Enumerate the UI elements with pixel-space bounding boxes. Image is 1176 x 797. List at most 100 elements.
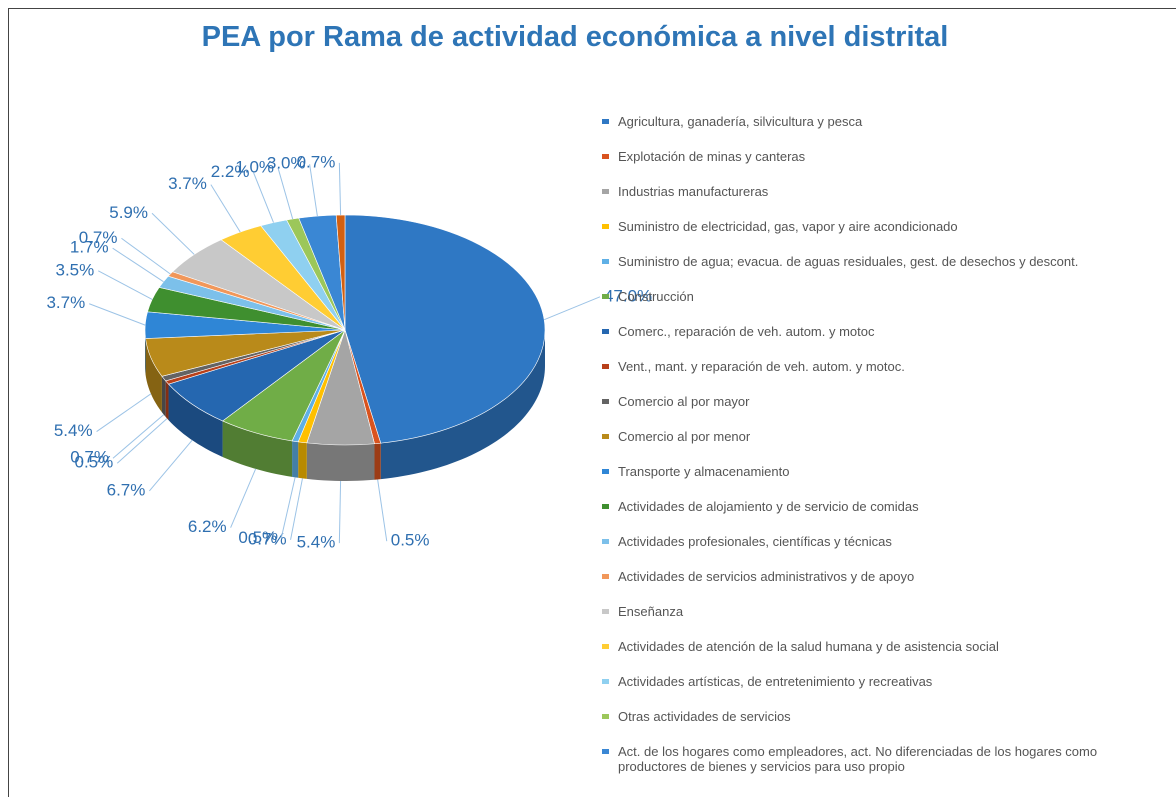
leader-line <box>277 167 294 220</box>
legend-swatch <box>602 679 609 684</box>
leader-line <box>280 477 296 539</box>
chart-title: PEA por Rama de actividad económica a ni… <box>201 21 949 53</box>
leader-line <box>89 303 146 326</box>
legend-label: Vent., mant. y reparación de veh. autom.… <box>618 359 905 374</box>
leader-line <box>230 468 257 528</box>
legend-swatch <box>602 154 609 159</box>
frame <box>8 8 1176 797</box>
leader-line <box>253 172 274 223</box>
leader-line <box>116 418 168 464</box>
data-label: 6.7% <box>107 480 146 499</box>
legend-item: Otras actividades de servicios <box>600 709 1160 744</box>
pie-slice-side <box>145 338 162 413</box>
legend-label: Agricultura, ganadería, silvicultura y p… <box>618 114 863 129</box>
legend-item: Transporte y almacenamiento <box>600 464 1160 499</box>
legend-swatch <box>602 224 609 229</box>
leader-line <box>544 296 601 321</box>
legend-label: Comerc., reparación de veh. autom. y mot… <box>618 324 875 339</box>
legend-label: Actividades de alojamiento y de servicio… <box>618 499 919 514</box>
pie-slice-side <box>292 440 299 478</box>
legend-label: Comercio al por mayor <box>618 394 750 409</box>
pie-slice-side <box>145 330 146 375</box>
pie-slice-side <box>165 380 169 421</box>
data-label: 3.5% <box>55 260 94 279</box>
pie-slice-side <box>161 376 166 417</box>
legend-item: Actividades de atención de la salud huma… <box>600 639 1160 674</box>
legend-item: Actividades de alojamiento y de servicio… <box>600 499 1160 534</box>
leader-line <box>112 247 164 283</box>
data-label: 5.4% <box>297 533 336 552</box>
legend-item: Industrias manufactureras <box>600 184 1160 219</box>
leader-line <box>338 162 342 216</box>
legend: Agricultura, ganadería, silvicultura y p… <box>600 114 1160 779</box>
legend-swatch <box>602 364 609 369</box>
leader-line <box>309 164 318 217</box>
legend-swatch <box>602 434 609 439</box>
legend-item: Actividades artísticas, de entretenimien… <box>600 674 1160 709</box>
legend-label: Comercio al por menor <box>618 429 751 444</box>
legend-label: Actividades de atención de la salud huma… <box>618 639 999 654</box>
pie-slice-side <box>374 443 381 480</box>
data-label: 3.0% <box>267 154 306 173</box>
legend-swatch <box>602 539 609 544</box>
legend-swatch <box>602 329 609 334</box>
data-label: 3.7% <box>46 293 85 312</box>
legend-swatch <box>602 644 609 649</box>
legend-swatch <box>602 469 609 474</box>
legend-item: Actividades de servicios administrativos… <box>600 569 1160 604</box>
legend-item: Explotación de minas y canteras <box>600 149 1160 184</box>
leader-line <box>96 393 152 433</box>
legend-label: Transporte y almacenamiento <box>618 464 790 479</box>
data-label: 0.5% <box>75 453 114 472</box>
legend-label: Actividades de servicios administrativos… <box>618 569 915 584</box>
leader-line <box>377 479 388 542</box>
data-label: 0.7% <box>70 448 109 467</box>
legend-swatch <box>602 714 609 719</box>
legend-label: Otras actividades de servicios <box>618 709 791 724</box>
pie-slice <box>344 214 546 444</box>
legend-label: Actividades profesionales, científicas y… <box>618 534 892 549</box>
pie-slice-side <box>298 441 307 479</box>
data-label: 5.4% <box>54 421 93 440</box>
legend-swatch <box>602 259 609 264</box>
data-label: 0.7% <box>248 529 287 548</box>
legend-swatch <box>602 574 609 579</box>
pie-slice-side <box>306 442 375 481</box>
leader-line <box>290 478 303 540</box>
legend-label: Suministro de agua; evacua. de aguas res… <box>618 254 1079 269</box>
legend-swatch <box>602 294 609 299</box>
legend-item: Comerc., reparación de veh. autom. y mot… <box>600 324 1160 359</box>
legend-swatch <box>602 119 609 124</box>
legend-swatch <box>602 749 609 754</box>
data-label: 47.0% <box>604 286 652 305</box>
legend-label: Explotación de minas y canteras <box>618 149 806 164</box>
legend-swatch <box>602 399 609 404</box>
data-label: 0.7% <box>79 228 118 247</box>
legend-item: Vent., mant. y reparación de veh. autom.… <box>600 359 1160 394</box>
legend-item: Act. de los hogares como empleadores, ac… <box>600 744 1160 779</box>
legend-label: Industrias manufactureras <box>618 184 769 199</box>
leader-line <box>98 270 153 300</box>
leader-line <box>149 439 193 492</box>
data-label: 3.7% <box>168 174 207 193</box>
data-label: 2.2% <box>211 162 250 181</box>
legend-item: Suministro de agua; evacua. de aguas res… <box>600 254 1160 289</box>
legend-swatch <box>602 189 609 194</box>
legend-label: Actividades artísticas, de entretenimien… <box>618 674 933 689</box>
data-label: 1.7% <box>70 238 109 257</box>
data-label: 1.0% <box>235 157 274 176</box>
legend-item: Actividades profesionales, científicas y… <box>600 534 1160 569</box>
legend-item: Enseñanza <box>600 604 1160 639</box>
data-label: 6.2% <box>188 517 227 536</box>
legend-item: Construcción <box>600 289 1160 324</box>
legend-swatch <box>602 609 609 614</box>
pie-slice <box>335 214 346 331</box>
data-label: 0.5% <box>238 528 277 547</box>
legend-item: Comercio al por menor <box>600 429 1160 464</box>
legend-item: Suministro de electricidad, gas, vapor y… <box>600 219 1160 254</box>
leader-line <box>151 212 195 255</box>
data-label: 0.7% <box>297 152 336 171</box>
pie-slice-side <box>168 384 223 457</box>
